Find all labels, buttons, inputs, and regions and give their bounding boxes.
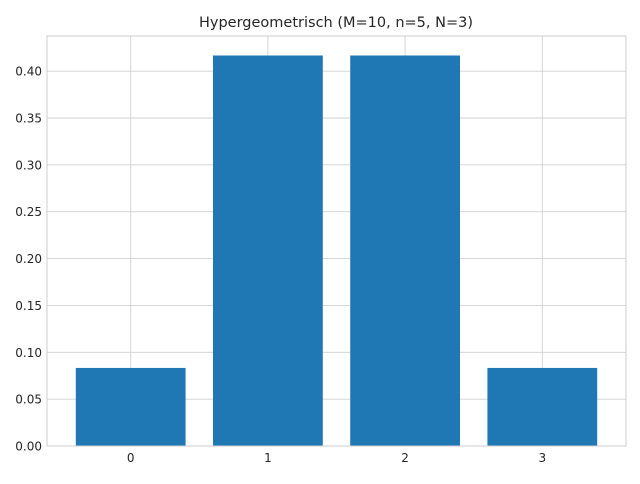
y-tick-label: 0.20 <box>15 252 42 266</box>
y-tick-label: 0.25 <box>15 205 42 219</box>
y-tick-label: 0.05 <box>15 393 42 407</box>
bar-0 <box>75 367 186 446</box>
x-tick-label: 3 <box>538 451 546 465</box>
plot-frame <box>46 35 627 447</box>
y-tick-label: 0.35 <box>15 112 42 126</box>
bar-layer <box>75 55 598 446</box>
y-tick-label: 0.00 <box>15 440 42 454</box>
bar-1 <box>213 55 323 446</box>
x-tick-label: 2 <box>401 451 409 465</box>
y-tick-label: 0.15 <box>15 299 42 313</box>
bar-2 <box>350 55 460 446</box>
chart-title: Hypergeometrisch (M=10, n=5, N=3) <box>199 15 473 31</box>
axis-layer: 0.00 0.05 0.10 0.15 0.20 0.25 0.30 0.35 0.40 0 1 2 3 <box>15 65 546 465</box>
y-tick-label: 0.10 <box>15 346 42 360</box>
x-tick-label: 0 <box>127 451 135 465</box>
bar-3 <box>487 367 598 446</box>
y-tick-label: 0.30 <box>15 158 42 172</box>
y-tick-label: 0.40 <box>15 65 42 79</box>
x-tick-label: 1 <box>264 451 272 465</box>
